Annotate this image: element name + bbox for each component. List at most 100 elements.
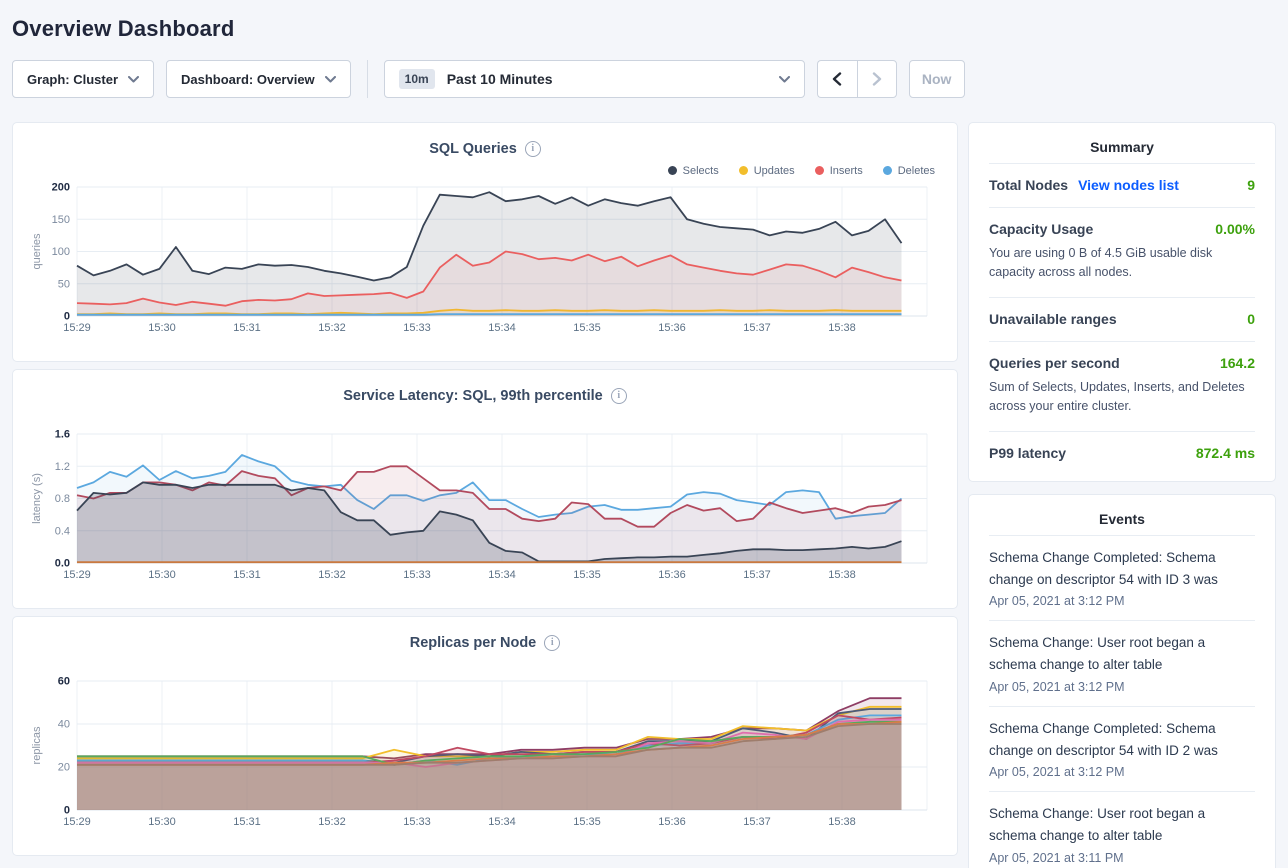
graph-dropdown-label: Graph: Cluster <box>27 71 119 87</box>
svg-text:0.0: 0.0 <box>55 558 70 570</box>
y-axis-title: queries <box>31 233 43 270</box>
summary-title: Summary <box>1090 139 1154 155</box>
svg-text:15:31: 15:31 <box>233 816 261 828</box>
info-icon[interactable]: i <box>544 634 561 651</box>
dashboard-dropdown[interactable]: Dashboard: Overview <box>166 60 351 98</box>
legend-item[interactable]: Deletes <box>882 165 935 177</box>
time-step-buttons <box>816 60 897 98</box>
chart-plot-mount: 0 50 100 150 200 15:29 15:30 15:31 15:32 15:33 15:… <box>29 180 941 340</box>
event-timestamp: Apr 05, 2021 at 3:12 PM <box>989 765 1125 780</box>
now-button[interactable]: Now <box>908 60 965 98</box>
svg-text:15:29: 15:29 <box>63 322 91 334</box>
svg-text:0.4: 0.4 <box>55 525 70 537</box>
svg-text:50: 50 <box>58 278 70 290</box>
dashboard-dropdown-label: Dashboard: Overview <box>181 71 315 87</box>
chart-legend <box>29 408 941 427</box>
svg-text:60: 60 <box>58 676 70 688</box>
event-message: Schema Change Completed: Schema change o… <box>989 720 1218 758</box>
event-timestamp: Apr 05, 2021 at 3:12 PM <box>989 594 1125 609</box>
info-icon[interactable]: i <box>524 140 541 157</box>
svg-text:200: 200 <box>52 182 70 194</box>
svg-text:0: 0 <box>64 311 70 323</box>
legend-label: Updates <box>753 164 795 177</box>
svg-text:15:36: 15:36 <box>658 322 686 334</box>
time-range-label: Past 10 Minutes <box>446 71 553 87</box>
chart-card-service-latency: Service Latency: SQL, 99th percentile i … <box>12 369 958 609</box>
page-title: Overview Dashboard <box>12 16 235 41</box>
time-range-badge: 10m <box>398 69 435 89</box>
chart-title: Replicas per Node <box>409 634 537 651</box>
summary-label: Total Nodes <box>989 177 1069 193</box>
legend-item[interactable]: Updates <box>738 164 795 177</box>
summary-description: Sum of Selects, Updates, Inserts, and De… <box>989 379 1245 414</box>
svg-text:1.6: 1.6 <box>55 429 70 441</box>
summary-label: Queries per second <box>989 354 1120 371</box>
svg-text:0: 0 <box>64 805 70 817</box>
svg-text:15:33: 15:33 <box>403 569 431 581</box>
side-column: Summary Total Nodes View nodes list 9 Ca… <box>968 122 1276 868</box>
chart-card-replicas-per-node: Replicas per Node i 0 20 40 60 15:29 15:30 15:… <box>12 616 958 856</box>
chart-svg[interactable]: 0 20 40 60 15:29 15:30 15:31 15:32 15:33 15:34 15:… <box>29 674 941 834</box>
svg-text:1.2: 1.2 <box>55 461 70 473</box>
svg-text:15:31: 15:31 <box>233 322 261 334</box>
event-message: Schema Change Completed: Schema change o… <box>989 549 1218 587</box>
chart-legend: Selects Updates Inserts Deletes <box>29 161 941 180</box>
svg-text:15:36: 15:36 <box>658 569 686 581</box>
svg-text:15:29: 15:29 <box>63 569 91 581</box>
svg-text:15:34: 15:34 <box>488 816 516 828</box>
legend-item[interactable]: Inserts <box>814 165 863 177</box>
legend-dot <box>667 166 677 175</box>
svg-text:20: 20 <box>58 762 70 774</box>
events-title: Events <box>1099 510 1145 527</box>
summary-value: 9 <box>1247 177 1255 193</box>
summary-row-p99-latency: P99 latency 872.4 ms <box>989 430 1255 475</box>
svg-text:15:35: 15:35 <box>573 322 601 334</box>
summary-value: 872.4 ms <box>1195 444 1255 461</box>
view-nodes-link[interactable]: View nodes list <box>1078 177 1179 193</box>
svg-text:0.8: 0.8 <box>55 493 70 505</box>
chevron-down-icon <box>778 75 790 82</box>
summary-panel: Summary Total Nodes View nodes list 9 Ca… <box>968 122 1276 482</box>
svg-text:15:29: 15:29 <box>63 816 91 828</box>
info-icon[interactable]: i <box>610 387 627 404</box>
svg-text:15:33: 15:33 <box>403 816 431 828</box>
toolbar-divider <box>366 60 368 98</box>
svg-text:15:37: 15:37 <box>743 322 771 334</box>
chart-svg[interactable]: 0.0 0.4 0.8 1.2 1.6 15:29 15:30 15:31 15:32 15:33… <box>29 427 941 587</box>
chevron-down-icon <box>128 75 140 82</box>
svg-text:15:38: 15:38 <box>828 816 856 828</box>
svg-text:15:32: 15:32 <box>318 816 346 828</box>
svg-text:40: 40 <box>58 719 70 731</box>
time-range-picker[interactable]: 10m Past 10 Minutes <box>383 60 805 98</box>
svg-text:15:30: 15:30 <box>148 322 176 334</box>
legend-item[interactable]: Selects <box>667 165 719 177</box>
summary-label: P99 latency <box>989 444 1067 461</box>
y-axis-title: latency (s) <box>31 473 43 524</box>
y-axis-title: replicas <box>31 726 43 764</box>
chart-title: SQL Queries <box>429 140 517 157</box>
summary-label: Unavailable ranges <box>989 310 1117 327</box>
summary-value: 0.00% <box>1215 221 1255 237</box>
prev-time-button[interactable] <box>816 60 857 98</box>
svg-text:15:33: 15:33 <box>403 322 431 334</box>
svg-text:15:35: 15:35 <box>573 816 601 828</box>
summary-row-unavailable-ranges: Unavailable ranges 0 <box>989 296 1255 341</box>
svg-text:100: 100 <box>52 246 70 258</box>
next-time-button[interactable] <box>856 60 897 98</box>
graph-dropdown[interactable]: Graph: Cluster <box>12 60 155 98</box>
svg-text:15:38: 15:38 <box>828 322 856 334</box>
legend-dot <box>882 166 892 175</box>
svg-text:15:34: 15:34 <box>488 569 516 581</box>
event-item: Schema Change: User root began a schema … <box>989 791 1255 868</box>
chevron-right-icon <box>872 72 881 86</box>
svg-text:15:35: 15:35 <box>573 569 601 581</box>
event-item: Schema Change: User root began a schema … <box>989 620 1255 706</box>
svg-text:15:37: 15:37 <box>743 816 771 828</box>
chart-card-sql-queries: SQL Queries i Selects Updates Inserts Delet… <box>12 122 958 362</box>
event-item: Schema Change Completed: Schema change o… <box>989 705 1255 792</box>
chart-svg[interactable]: 0 50 100 150 200 15:29 15:30 15:31 15:32 15:33 15:… <box>29 180 941 340</box>
chart-legend <box>29 655 941 674</box>
summary-row-capacity-usage: Capacity Usage 0.00% You are using 0 B o… <box>989 207 1255 297</box>
summary-value: 164.2 <box>1219 354 1255 371</box>
